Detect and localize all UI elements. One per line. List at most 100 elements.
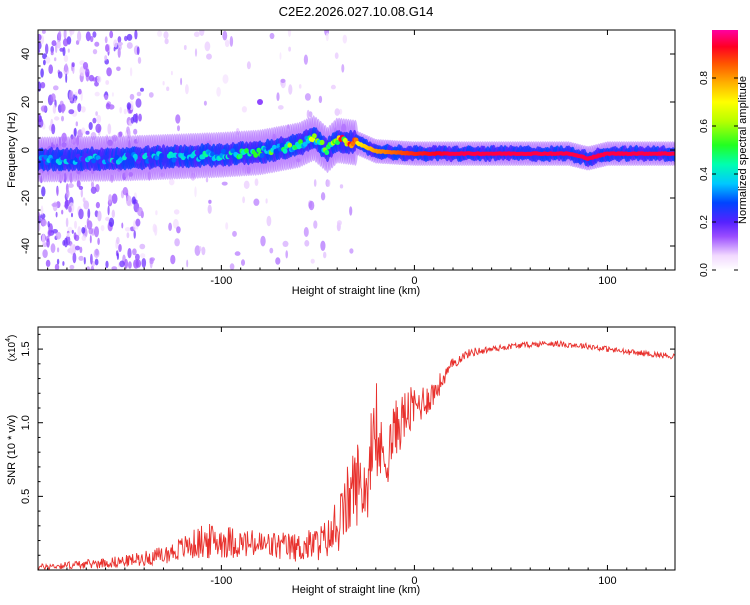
noise-speck bbox=[117, 36, 122, 44]
snr-series-line bbox=[38, 340, 675, 570]
noise-speck bbox=[174, 238, 180, 247]
noise-speck bbox=[62, 38, 69, 47]
noise-speck bbox=[318, 95, 323, 104]
noise-speck bbox=[136, 91, 142, 97]
noise-speck bbox=[96, 75, 102, 83]
noise-speck bbox=[168, 178, 175, 186]
noise-speck bbox=[157, 30, 163, 37]
noise-speck bbox=[81, 227, 86, 234]
ridge-core bbox=[256, 147, 262, 153]
noise-speck bbox=[38, 49, 41, 53]
noise-speck bbox=[269, 32, 275, 40]
noise-speck bbox=[148, 92, 154, 98]
noise-speck bbox=[94, 41, 100, 47]
snr-multiplier-close: ) bbox=[7, 335, 18, 338]
noise-speck bbox=[77, 31, 82, 42]
noise-speck bbox=[59, 47, 64, 52]
noise-speck bbox=[117, 47, 121, 58]
snr-multiplier: (x104) bbox=[5, 335, 18, 362]
noise-speck bbox=[269, 247, 274, 254]
noise-speck bbox=[222, 30, 228, 41]
isolated-blob bbox=[257, 99, 263, 105]
noise-speck bbox=[83, 200, 90, 210]
noise-speck bbox=[79, 66, 85, 77]
noise-speck bbox=[310, 258, 315, 264]
noise-speck bbox=[86, 218, 90, 227]
noise-speck bbox=[325, 32, 329, 42]
noise-speck bbox=[180, 77, 183, 86]
ridge-core bbox=[302, 141, 308, 147]
noise-speck bbox=[65, 73, 68, 83]
noise-speck bbox=[285, 250, 289, 259]
noise-speck bbox=[127, 248, 132, 259]
noise-speck bbox=[124, 35, 128, 42]
noise-speck bbox=[113, 46, 116, 52]
noise-speck bbox=[137, 206, 143, 217]
noise-speck bbox=[77, 226, 81, 237]
noise-speck bbox=[175, 114, 181, 124]
snr-ylabel: SNR (10 * v/v) bbox=[6, 415, 18, 485]
ridge-core bbox=[671, 151, 675, 156]
noise-speck bbox=[40, 205, 44, 216]
noise-speck bbox=[50, 51, 54, 56]
x-tick-label: 100 bbox=[598, 575, 616, 587]
ridge-core bbox=[114, 154, 120, 160]
noise-speck bbox=[149, 258, 154, 265]
noise-speck bbox=[85, 130, 90, 135]
noise-speck bbox=[66, 232, 71, 237]
ridge-core bbox=[43, 154, 49, 160]
noise-speck bbox=[126, 232, 130, 239]
noise-speck bbox=[242, 196, 246, 204]
ridge-core bbox=[148, 158, 154, 164]
noise-speck bbox=[86, 266, 90, 270]
noise-speck bbox=[104, 94, 109, 101]
noise-speck bbox=[94, 226, 99, 238]
noise-speck bbox=[43, 59, 46, 66]
noise-speck bbox=[303, 227, 309, 237]
noise-speck bbox=[60, 103, 66, 112]
noise-speck bbox=[68, 109, 75, 115]
colorbar-tick-label: 0.4 bbox=[699, 167, 710, 181]
colorbar-tick-label: 0.6 bbox=[699, 119, 710, 133]
noise-speck bbox=[194, 186, 197, 198]
noise-speck bbox=[89, 235, 92, 244]
noise-speck bbox=[254, 178, 259, 186]
noise-speck bbox=[141, 258, 147, 268]
noise-speck bbox=[45, 43, 49, 55]
noise-speck bbox=[275, 257, 281, 265]
noise-speck bbox=[163, 31, 169, 39]
noise-speck bbox=[135, 113, 139, 124]
noise-speck bbox=[64, 199, 69, 210]
noise-speck bbox=[132, 248, 137, 256]
x-tick-label: -100 bbox=[210, 575, 232, 587]
noise-speck bbox=[42, 249, 48, 258]
noise-speck bbox=[208, 199, 212, 204]
noise-speck bbox=[126, 195, 132, 207]
ridge-core bbox=[287, 142, 293, 148]
noise-speck bbox=[177, 125, 180, 132]
noise-speck bbox=[221, 181, 228, 186]
noise-speck bbox=[216, 86, 221, 97]
noise-speck bbox=[50, 243, 56, 254]
noise-speck bbox=[124, 227, 131, 232]
noise-speck bbox=[133, 230, 136, 239]
noise-speck bbox=[76, 180, 81, 188]
noise-speck bbox=[253, 198, 260, 206]
noise-speck bbox=[71, 62, 75, 68]
noise-speck bbox=[164, 38, 169, 45]
noise-speck bbox=[94, 91, 100, 97]
noise-speck bbox=[90, 265, 95, 270]
noise-speck bbox=[232, 230, 237, 237]
ridge-core bbox=[83, 152, 89, 159]
ridge-core bbox=[171, 157, 177, 163]
noise-speck bbox=[77, 88, 82, 95]
noise-speck bbox=[71, 212, 73, 218]
noise-speck bbox=[336, 220, 342, 226]
noise-speck bbox=[94, 81, 99, 87]
noise-speck bbox=[138, 113, 142, 122]
noise-speck bbox=[38, 114, 41, 123]
noise-speck bbox=[47, 229, 52, 237]
noise-speck bbox=[80, 188, 84, 198]
noise-speck bbox=[129, 67, 133, 77]
noise-speck bbox=[55, 42, 58, 54]
